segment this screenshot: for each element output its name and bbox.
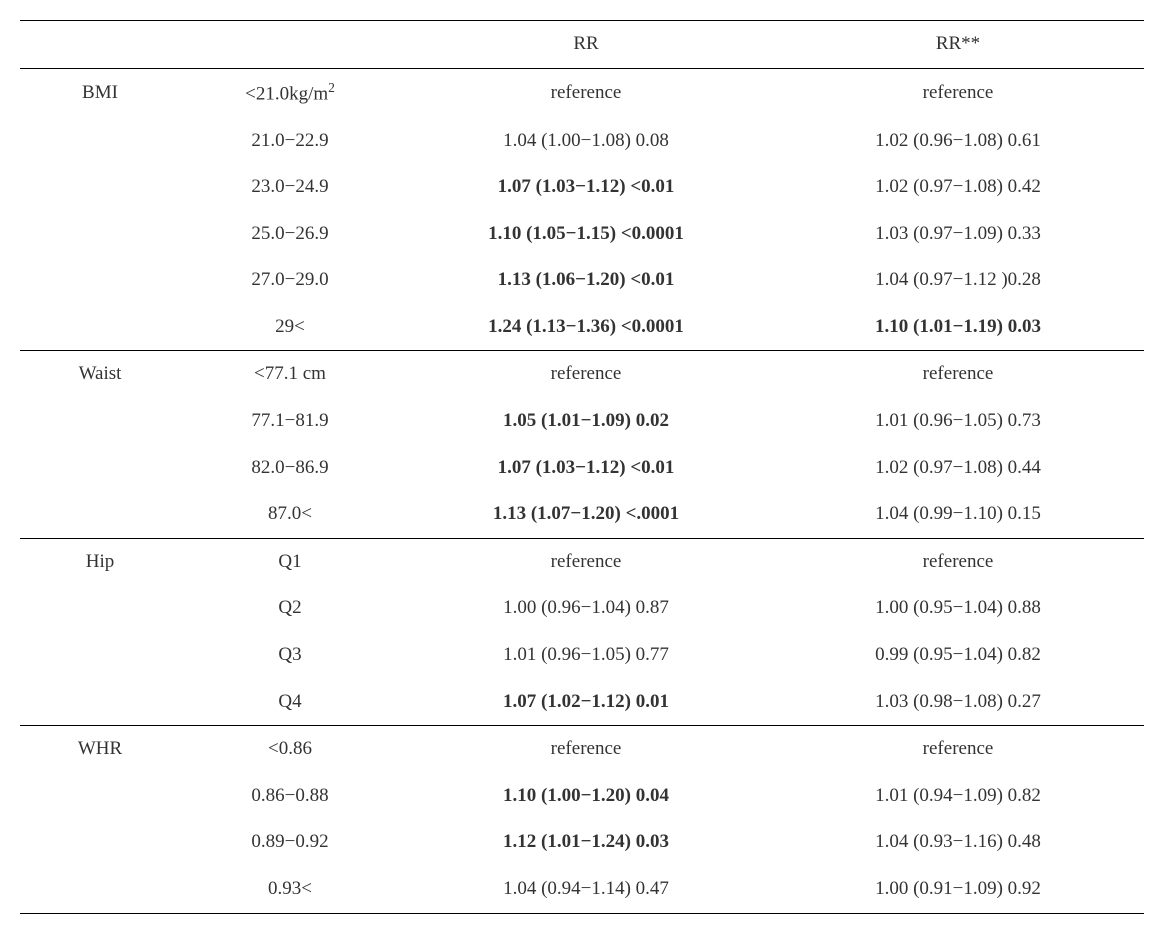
group-label: BMI [20, 68, 180, 117]
rr-value: reference [400, 538, 772, 585]
rr-value: 1.13 (1.06−1.20) <0.01 [400, 257, 772, 304]
level-label: Q4 [180, 679, 400, 726]
rr-star-value: 1.04 (0.93−1.16) 0.48 [772, 819, 1144, 866]
rr-value: 1.00 (0.96−1.04) 0.87 [400, 585, 772, 632]
rr-value: 1.05 (1.01−1.09) 0.02 [400, 398, 772, 445]
rr-star-value: reference [772, 538, 1144, 585]
group-label [20, 257, 180, 304]
table-row: 0.93<1.04 (0.94−1.14) 0.471.00 (0.91−1.0… [20, 866, 1144, 913]
level-label: <77.1 cm [180, 351, 400, 398]
rr-star-value: 1.02 (0.97−1.08) 0.42 [772, 164, 1144, 211]
level-label: 0.93< [180, 866, 400, 913]
rr-star-value: 1.03 (0.97−1.09) 0.33 [772, 211, 1144, 258]
rr-value: 1.04 (0.94−1.14) 0.47 [400, 866, 772, 913]
rr-star-value: 1.10 (1.01−1.19) 0.03 [772, 304, 1144, 351]
rr-value: 1.07 (1.03−1.12) <0.01 [400, 164, 772, 211]
level-label: 87.0< [180, 491, 400, 538]
group-label: Waist [20, 351, 180, 398]
rr-value: reference [400, 68, 772, 117]
rr-value: 1.12 (1.01−1.24) 0.03 [400, 819, 772, 866]
rr-value: 1.10 (1.05−1.15) <0.0001 [400, 211, 772, 258]
rr-value: reference [400, 351, 772, 398]
table-row: Waist<77.1 cmreferencereference [20, 351, 1144, 398]
group-label [20, 491, 180, 538]
stats-table: RR RR** BMI<21.0kg/m2referencereference2… [20, 20, 1144, 914]
table-row: 0.89−0.921.12 (1.01−1.24) 0.031.04 (0.93… [20, 819, 1144, 866]
table-row: 82.0−86.91.07 (1.03−1.12) <0.011.02 (0.9… [20, 445, 1144, 492]
header-rr-star: RR** [772, 21, 1144, 69]
table-row: Q21.00 (0.96−1.04) 0.871.00 (0.95−1.04) … [20, 585, 1144, 632]
rr-star-value: 1.00 (0.95−1.04) 0.88 [772, 585, 1144, 632]
table-row: BMI<21.0kg/m2referencereference [20, 68, 1144, 117]
rr-value: 1.24 (1.13−1.36) <0.0001 [400, 304, 772, 351]
table-row: 77.1−81.91.05 (1.01−1.09) 0.021.01 (0.96… [20, 398, 1144, 445]
rr-star-value: 1.02 (0.97−1.08) 0.44 [772, 445, 1144, 492]
table-body: BMI<21.0kg/m2referencereference21.0−22.9… [20, 68, 1144, 913]
group-label: WHR [20, 726, 180, 773]
rr-star-value: 1.04 (0.97−1.12 )0.28 [772, 257, 1144, 304]
rr-value: 1.07 (1.02−1.12) 0.01 [400, 679, 772, 726]
header-blank-1 [20, 21, 180, 69]
table-row: 29<1.24 (1.13−1.36) <0.00011.10 (1.01−1.… [20, 304, 1144, 351]
level-label: <0.86 [180, 726, 400, 773]
group-label [20, 866, 180, 913]
level-label: Q1 [180, 538, 400, 585]
table-row: 21.0−22.91.04 (1.00−1.08) 0.081.02 (0.96… [20, 118, 1144, 165]
table-row: 27.0−29.01.13 (1.06−1.20) <0.011.04 (0.9… [20, 257, 1144, 304]
group-label [20, 118, 180, 165]
table-row: Q31.01 (0.96−1.05) 0.770.99 (0.95−1.04) … [20, 632, 1144, 679]
group-label [20, 445, 180, 492]
rr-star-value: 1.04 (0.99−1.10) 0.15 [772, 491, 1144, 538]
rr-value: 1.01 (0.96−1.05) 0.77 [400, 632, 772, 679]
rr-value: reference [400, 726, 772, 773]
level-label: 0.86−0.88 [180, 773, 400, 820]
rr-star-value: reference [772, 351, 1144, 398]
table-row: HipQ1referencereference [20, 538, 1144, 585]
level-label: 21.0−22.9 [180, 118, 400, 165]
level-label: 77.1−81.9 [180, 398, 400, 445]
table-row: 25.0−26.91.10 (1.05−1.15) <0.00011.03 (0… [20, 211, 1144, 258]
header-rr: RR [400, 21, 772, 69]
level-label: 27.0−29.0 [180, 257, 400, 304]
table-row: WHR<0.86referencereference [20, 726, 1144, 773]
group-label [20, 632, 180, 679]
rr-star-value: 0.99 (0.95−1.04) 0.82 [772, 632, 1144, 679]
rr-value: 1.13 (1.07−1.20) <.0001 [400, 491, 772, 538]
group-label [20, 679, 180, 726]
level-label: 23.0−24.9 [180, 164, 400, 211]
group-label [20, 585, 180, 632]
rr-value: 1.04 (1.00−1.08) 0.08 [400, 118, 772, 165]
table-header-row: RR RR** [20, 21, 1144, 69]
rr-star-value: 1.03 (0.98−1.08) 0.27 [772, 679, 1144, 726]
rr-star-value: 1.02 (0.96−1.08) 0.61 [772, 118, 1144, 165]
group-label [20, 304, 180, 351]
rr-star-value: 1.00 (0.91−1.09) 0.92 [772, 866, 1144, 913]
table-row: 23.0−24.91.07 (1.03−1.12) <0.011.02 (0.9… [20, 164, 1144, 211]
table-row: 0.86−0.881.10 (1.00−1.20) 0.041.01 (0.94… [20, 773, 1144, 820]
rr-star-value: 1.01 (0.94−1.09) 0.82 [772, 773, 1144, 820]
group-label: Hip [20, 538, 180, 585]
rr-star-value: reference [772, 726, 1144, 773]
group-label [20, 398, 180, 445]
group-label [20, 773, 180, 820]
level-label: Q3 [180, 632, 400, 679]
rr-value: 1.07 (1.03−1.12) <0.01 [400, 445, 772, 492]
rr-value: 1.10 (1.00−1.20) 0.04 [400, 773, 772, 820]
level-label: <21.0kg/m2 [180, 68, 400, 117]
rr-star-value: 1.01 (0.96−1.05) 0.73 [772, 398, 1144, 445]
group-label [20, 164, 180, 211]
group-label [20, 211, 180, 258]
level-label: Q2 [180, 585, 400, 632]
level-label: 29< [180, 304, 400, 351]
table-row: 87.0<1.13 (1.07−1.20) <.00011.04 (0.99−1… [20, 491, 1144, 538]
header-blank-2 [180, 21, 400, 69]
group-label [20, 819, 180, 866]
table-row: Q41.07 (1.02−1.12) 0.011.03 (0.98−1.08) … [20, 679, 1144, 726]
rr-star-value: reference [772, 68, 1144, 117]
level-label: 25.0−26.9 [180, 211, 400, 258]
level-label: 0.89−0.92 [180, 819, 400, 866]
level-label: 82.0−86.9 [180, 445, 400, 492]
